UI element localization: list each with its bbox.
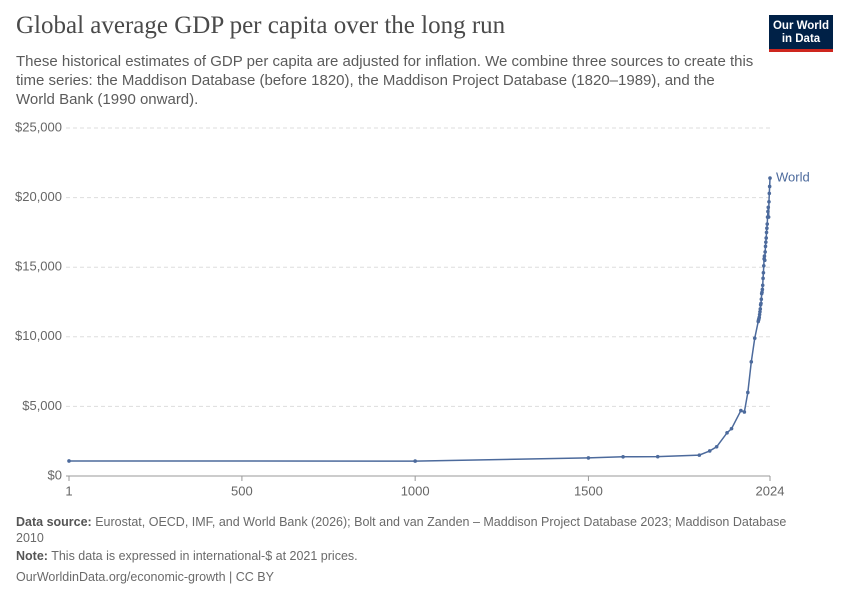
point — [767, 184, 772, 189]
series-label: World — [776, 170, 810, 185]
point — [707, 449, 712, 453]
logo[interactable]: Our World in Data — [769, 15, 833, 52]
y-tick-label: $15,000 — [15, 259, 62, 274]
chart-subtitle: These historical estimates of GDP per ca… — [16, 53, 754, 108]
x-tick-label: 500 — [231, 483, 253, 498]
point — [697, 453, 702, 457]
point — [586, 456, 591, 460]
point — [621, 454, 625, 459]
point — [765, 222, 770, 226]
x-tick-label: 1 — [65, 483, 72, 498]
line — [68, 178, 771, 462]
point — [752, 336, 757, 340]
y-tick-label: $0 — [48, 467, 62, 482]
point — [761, 264, 766, 268]
chart-title: Global average GDP per capita over the l… — [16, 12, 506, 39]
x-tick-label: 2024 — [756, 483, 785, 498]
x-tick-label: 1500 — [574, 483, 603, 498]
point — [746, 390, 750, 395]
point — [764, 240, 768, 244]
logo-line: Our World — [772, 20, 829, 32]
point — [764, 236, 768, 240]
note-text: This data is expressed in international-… — [51, 549, 358, 563]
point — [766, 209, 770, 214]
point — [739, 408, 743, 413]
point — [760, 283, 765, 288]
y-tick-label: $10,000 — [15, 328, 62, 343]
source: Data source: Eurostat, OECD, IMF, and Wo… — [16, 514, 816, 546]
x-tick-label: 1000 — [401, 483, 430, 498]
point — [765, 226, 769, 231]
point — [759, 297, 764, 302]
point — [714, 444, 719, 449]
point — [761, 276, 765, 281]
point — [764, 230, 769, 235]
point — [767, 191, 772, 196]
point — [763, 244, 768, 249]
point — [758, 307, 763, 311]
point — [760, 290, 764, 295]
point — [725, 431, 729, 435]
source-label: Data source: — [16, 515, 92, 529]
point — [729, 426, 734, 431]
point — [655, 454, 660, 459]
note: Note: This data is expressed in internat… — [16, 548, 816, 564]
point — [763, 250, 767, 254]
note-label: Note: — [16, 549, 48, 563]
point — [749, 360, 754, 364]
point — [761, 270, 766, 275]
source-text: Eurostat, OECD, IMF, and World Bank (202… — [16, 515, 787, 545]
logo-line: in Data — [781, 33, 821, 45]
point — [766, 205, 771, 210]
point — [759, 301, 763, 306]
point — [762, 254, 767, 258]
point — [67, 459, 71, 463]
point — [413, 459, 417, 463]
point — [766, 215, 771, 219]
y-tick-label: $20,000 — [15, 189, 62, 204]
y-tick-label: $25,000 — [15, 119, 62, 134]
point — [758, 309, 762, 314]
point — [760, 287, 765, 292]
url: OurWorldinData.org/economic-growth | CC … — [16, 570, 274, 584]
point — [742, 410, 747, 414]
y-tick-label: $5,000 — [22, 398, 62, 413]
point — [757, 312, 762, 317]
point — [768, 176, 772, 180]
point — [767, 199, 771, 204]
point — [763, 258, 767, 263]
point — [757, 315, 762, 320]
